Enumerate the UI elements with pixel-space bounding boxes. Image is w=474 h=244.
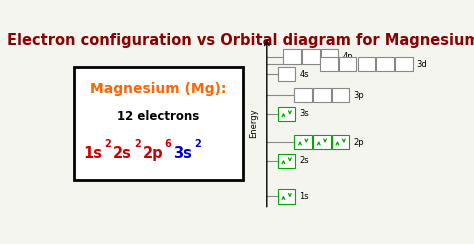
Text: 4s: 4s	[300, 70, 309, 79]
Bar	[302, 50, 319, 64]
Text: 2s: 2s	[300, 156, 309, 165]
Text: 12 electrons: 12 electrons	[117, 110, 200, 123]
Bar	[320, 57, 337, 71]
Bar	[313, 135, 331, 149]
Text: 1s: 1s	[83, 146, 102, 161]
Text: 3d: 3d	[417, 60, 428, 69]
Text: Magnesium (Mg):: Magnesium (Mg):	[90, 82, 227, 96]
Text: 2: 2	[135, 139, 141, 149]
Bar	[278, 67, 295, 81]
Text: 2: 2	[194, 139, 201, 149]
Bar	[332, 135, 349, 149]
Text: 6: 6	[164, 139, 172, 149]
Bar	[321, 50, 338, 64]
Bar	[339, 57, 356, 71]
Bar	[395, 57, 413, 71]
Bar	[294, 88, 312, 102]
Text: 2s: 2s	[113, 146, 132, 161]
Text: 2p: 2p	[354, 138, 364, 146]
Text: 3s: 3s	[173, 146, 191, 161]
Bar	[278, 189, 295, 203]
Bar	[357, 57, 375, 71]
Text: 2: 2	[104, 139, 111, 149]
Bar	[278, 107, 295, 121]
Text: Energy: Energy	[249, 108, 258, 138]
Bar	[313, 88, 331, 102]
Text: 4p: 4p	[343, 52, 353, 61]
Text: 2p: 2p	[143, 146, 163, 161]
Bar	[294, 135, 312, 149]
Bar	[278, 154, 295, 168]
Text: 3p: 3p	[354, 91, 364, 100]
Bar	[74, 67, 243, 180]
Bar	[376, 57, 394, 71]
Text: 3s: 3s	[300, 109, 309, 118]
Text: 1s: 1s	[300, 192, 309, 201]
Bar	[283, 50, 301, 64]
Text: Electron configuration vs Orbital diagram for Magnesium: Electron configuration vs Orbital diagra…	[7, 33, 474, 48]
Bar	[332, 88, 349, 102]
